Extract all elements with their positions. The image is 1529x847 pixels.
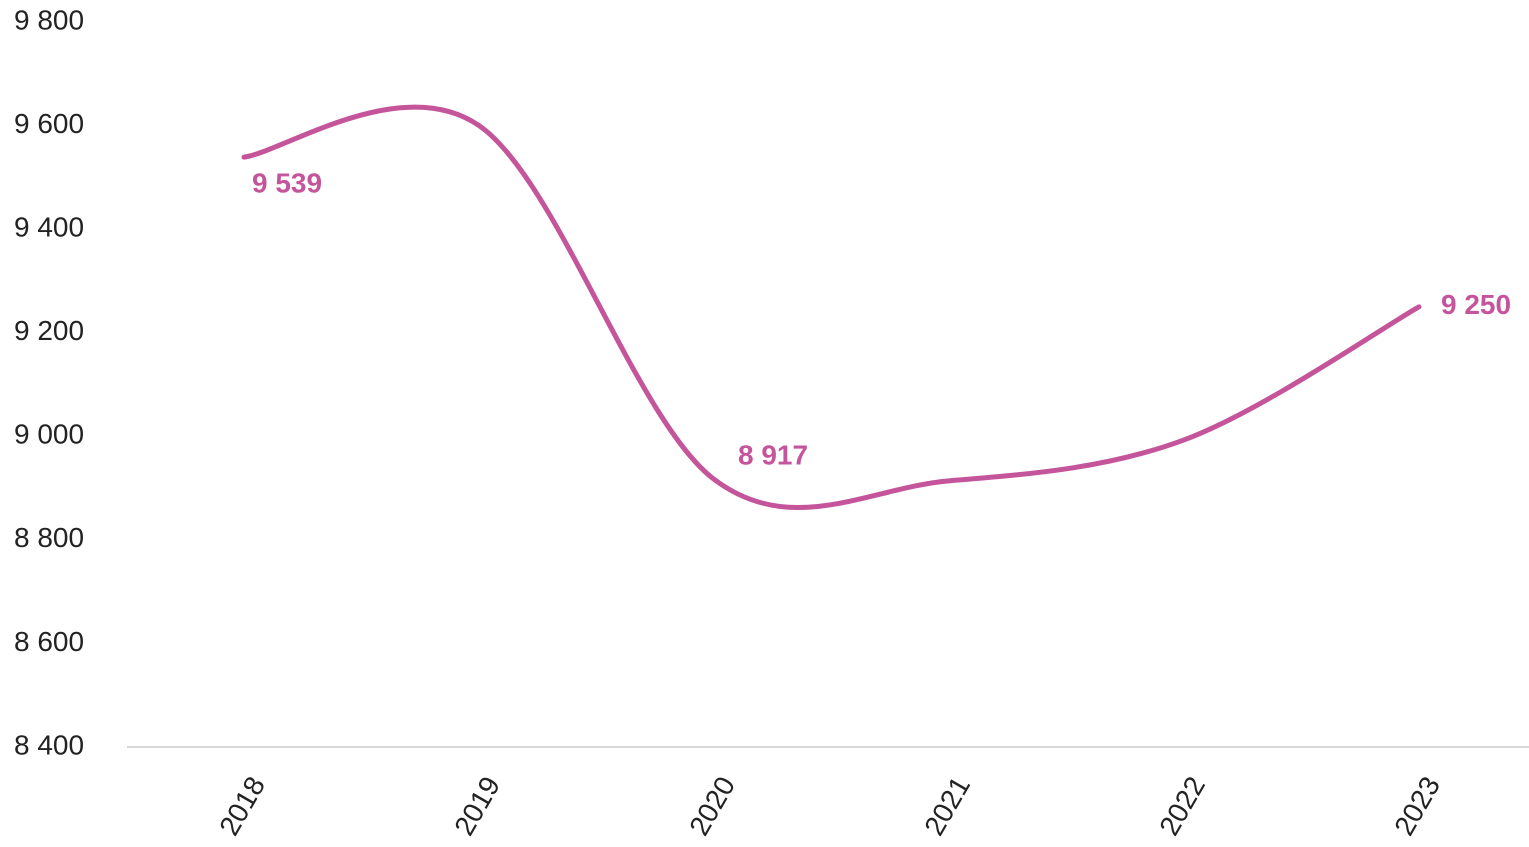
data-label: 9 250 bbox=[1441, 289, 1511, 320]
x-tick-label: 2018 bbox=[213, 771, 271, 840]
data-label: 8 917 bbox=[738, 440, 808, 471]
y-tick-label: 9 800 bbox=[14, 4, 84, 35]
line bbox=[241, 104, 1422, 511]
data-label: 9 539 bbox=[252, 168, 322, 199]
y-tick-label: 8 600 bbox=[14, 626, 84, 657]
x-tick-label: 2022 bbox=[1153, 771, 1211, 840]
y-tick-label: 9 600 bbox=[14, 108, 84, 139]
x-tick-label: 2021 bbox=[918, 771, 976, 840]
y-tick-label: 9 000 bbox=[14, 419, 84, 450]
x-tick-label: 2023 bbox=[1388, 771, 1446, 840]
x-tick-label: 2020 bbox=[683, 771, 741, 840]
y-tick-label: 8 800 bbox=[14, 522, 84, 553]
x-tick-label: 2019 bbox=[448, 771, 506, 840]
y-tick-label: 8 400 bbox=[14, 729, 84, 760]
y-tick-label: 9 200 bbox=[14, 315, 84, 346]
y-tick-label: 9 400 bbox=[14, 212, 84, 243]
